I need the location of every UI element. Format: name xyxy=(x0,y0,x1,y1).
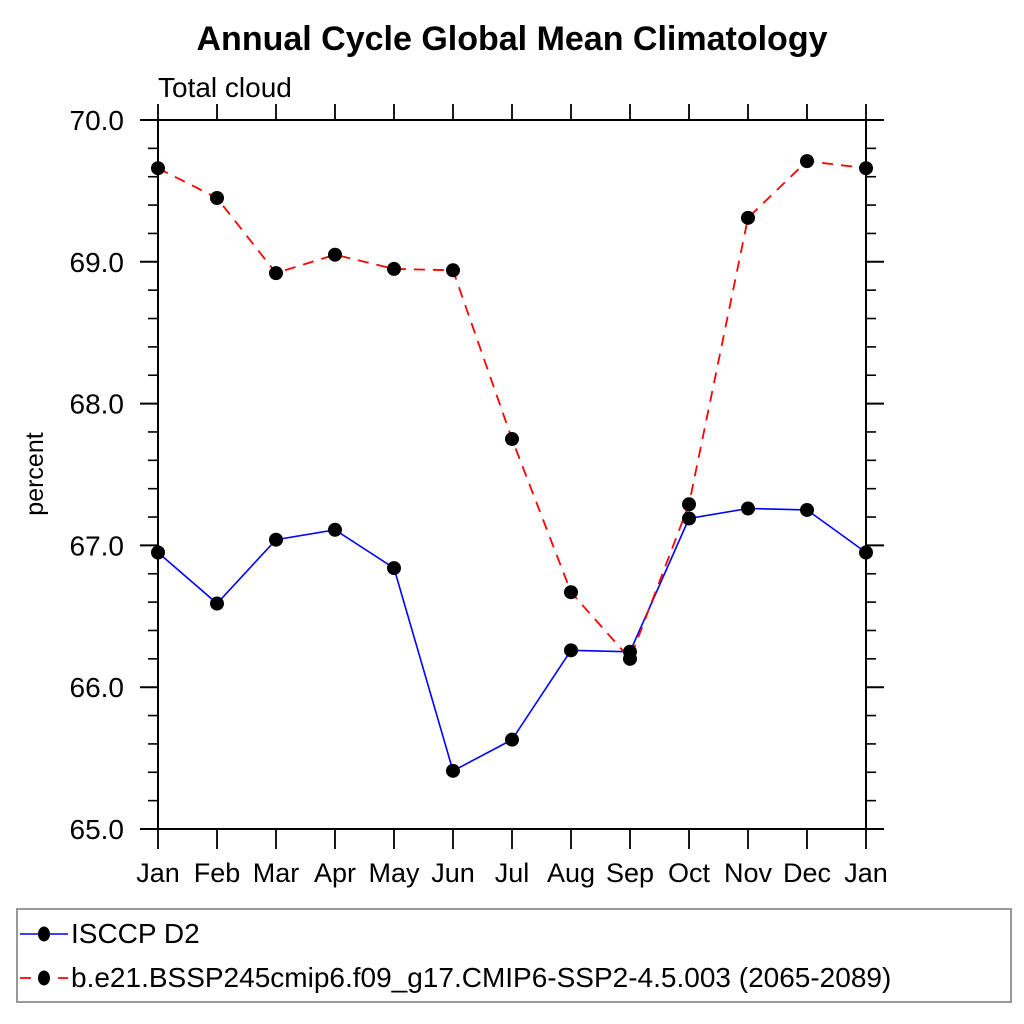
x-tick-label: Jan xyxy=(136,858,180,888)
data-point xyxy=(741,501,755,516)
x-tick-label: May xyxy=(368,858,420,888)
y-tick-label: 65.0 xyxy=(70,814,125,845)
y-tick-label: 70.0 xyxy=(70,105,125,136)
data-point xyxy=(800,154,814,169)
data-point xyxy=(505,732,519,747)
data-point xyxy=(623,651,637,666)
legend-box xyxy=(16,908,1012,1003)
x-tick-label: Oct xyxy=(668,858,711,888)
data-point xyxy=(151,161,165,176)
chart-title: Annual Cycle Global Mean Climatology xyxy=(197,20,828,58)
data-series xyxy=(151,154,873,778)
data-point xyxy=(564,585,578,600)
data-point xyxy=(682,511,696,526)
data-point xyxy=(859,161,873,176)
x-tick-label: Apr xyxy=(314,858,356,888)
data-point xyxy=(328,522,342,537)
data-point xyxy=(741,210,755,225)
x-tick-label: Mar xyxy=(253,858,300,888)
data-point xyxy=(387,261,401,276)
x-tick-label: Aug xyxy=(547,858,595,888)
data-point xyxy=(269,532,283,547)
legend: ISCCP D2 b.e21.BSSP245cmip6.f09_g17.CMIP… xyxy=(16,908,1012,1003)
legend-entry-label: b.e21.BSSP245cmip6.f09_g17.CMIP6-SSP2-4.… xyxy=(71,962,891,993)
data-line-model xyxy=(157,160,867,661)
data-point xyxy=(859,545,873,560)
plot-frame xyxy=(157,119,867,830)
x-tick-label: Jan xyxy=(844,858,888,888)
legend-entry-label: ISCCP D2 xyxy=(71,918,200,949)
x-tick-label: Jun xyxy=(431,858,475,888)
axes: 65.0 66.0 67.0 68.0 69.0 70.0 Jan Feb Mar Apr May J… xyxy=(70,104,888,888)
x-tick-label: Jul xyxy=(495,858,530,888)
y-axis-label: percent xyxy=(21,432,49,515)
data-line-isccp xyxy=(157,507,867,773)
data-point xyxy=(387,561,401,576)
y-tick-label: 67.0 xyxy=(70,530,125,561)
data-point xyxy=(210,190,224,205)
data-point xyxy=(210,596,224,611)
legend-marker-dot xyxy=(38,970,50,986)
data-point xyxy=(505,432,519,447)
x-tick-label: Feb xyxy=(194,858,241,888)
data-point xyxy=(446,263,460,278)
data-point xyxy=(328,247,342,262)
legend-entry-isccp: ISCCP D2 xyxy=(20,918,200,949)
y-tick-label: 68.0 xyxy=(70,389,125,420)
data-point xyxy=(682,497,696,512)
legend-marker-dot xyxy=(38,926,50,942)
data-point xyxy=(800,502,814,517)
chart-subtitle: Total cloud xyxy=(158,72,292,103)
x-tick-label: Dec xyxy=(783,858,831,888)
data-point xyxy=(564,643,578,658)
y-tick-label: 66.0 xyxy=(70,672,125,703)
legend-entry-model: b.e21.BSSP245cmip6.f09_g17.CMIP6-SSP2-4.… xyxy=(20,962,891,993)
x-tick-label: Nov xyxy=(724,858,773,888)
data-point xyxy=(151,545,165,560)
data-point xyxy=(446,763,460,778)
data-point xyxy=(269,266,283,281)
y-tick-label: 69.0 xyxy=(70,247,125,278)
x-tick-label: Sep xyxy=(606,858,654,888)
